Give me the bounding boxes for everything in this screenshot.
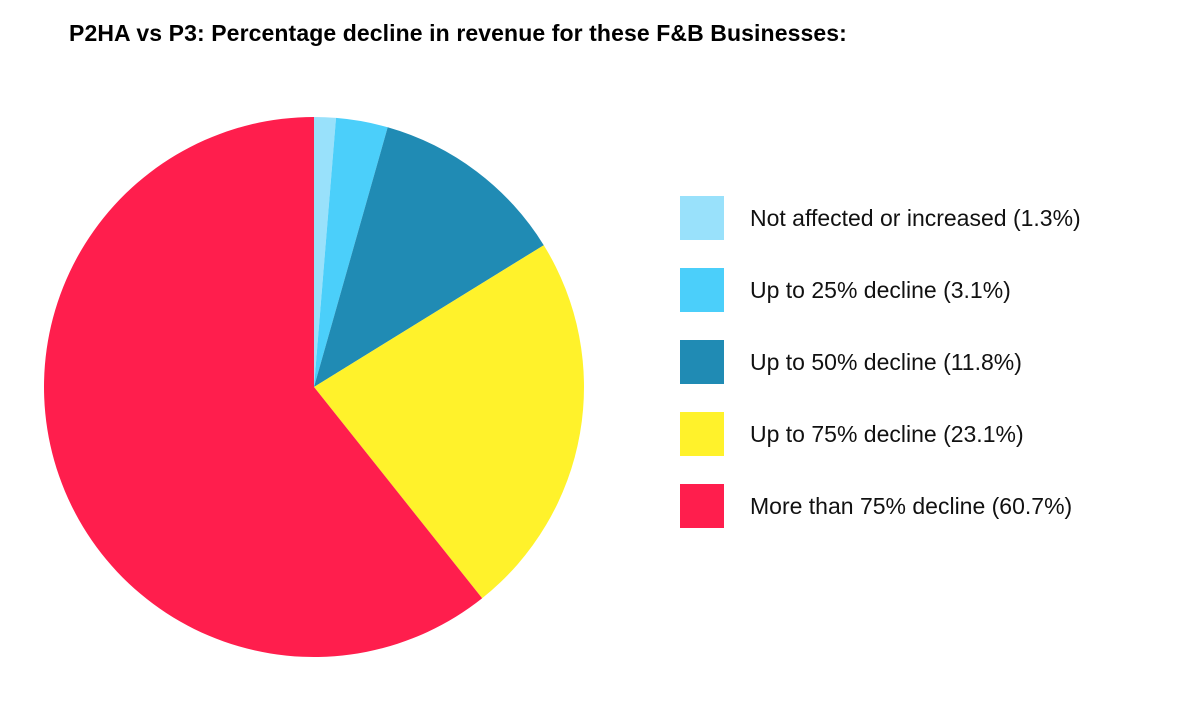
pie-slice-0 xyxy=(314,117,337,387)
legend-label: Up to 50% decline (11.8%) xyxy=(750,348,1022,375)
legend-swatch xyxy=(680,412,724,456)
pie-slice-1 xyxy=(314,117,388,387)
legend-item-up-to-75: Up to 75% decline (23.1%) xyxy=(680,412,1081,456)
chart-title: P2HA vs P3: Percentage decline in revenu… xyxy=(69,20,847,46)
legend-label: Up to 75% decline (23.1%) xyxy=(750,420,1024,447)
legend-swatch xyxy=(680,196,724,240)
pie-slice-4 xyxy=(44,117,483,657)
legend-label: More than 75% decline (60.7%) xyxy=(750,492,1073,519)
legend-label: Not affected or increased (1.3%) xyxy=(750,204,1081,231)
pie-slice-2 xyxy=(314,127,544,387)
legend-label: Up to 25% decline (3.1%) xyxy=(750,276,1011,303)
legend: Not affected or increased (1.3%) Up to 2… xyxy=(680,196,1081,556)
pie-chart xyxy=(44,117,584,657)
pie-slices xyxy=(44,117,584,657)
legend-swatch xyxy=(680,268,724,312)
legend-item-not-affected: Not affected or increased (1.3%) xyxy=(680,196,1081,240)
pie-slice-3 xyxy=(314,245,584,599)
legend-swatch xyxy=(680,340,724,384)
legend-item-up-to-50: Up to 50% decline (11.8%) xyxy=(680,340,1081,384)
legend-swatch xyxy=(680,484,724,528)
legend-item-up-to-25: Up to 25% decline (3.1%) xyxy=(680,268,1081,312)
legend-item-more-than-75: More than 75% decline (60.7%) xyxy=(680,484,1081,528)
